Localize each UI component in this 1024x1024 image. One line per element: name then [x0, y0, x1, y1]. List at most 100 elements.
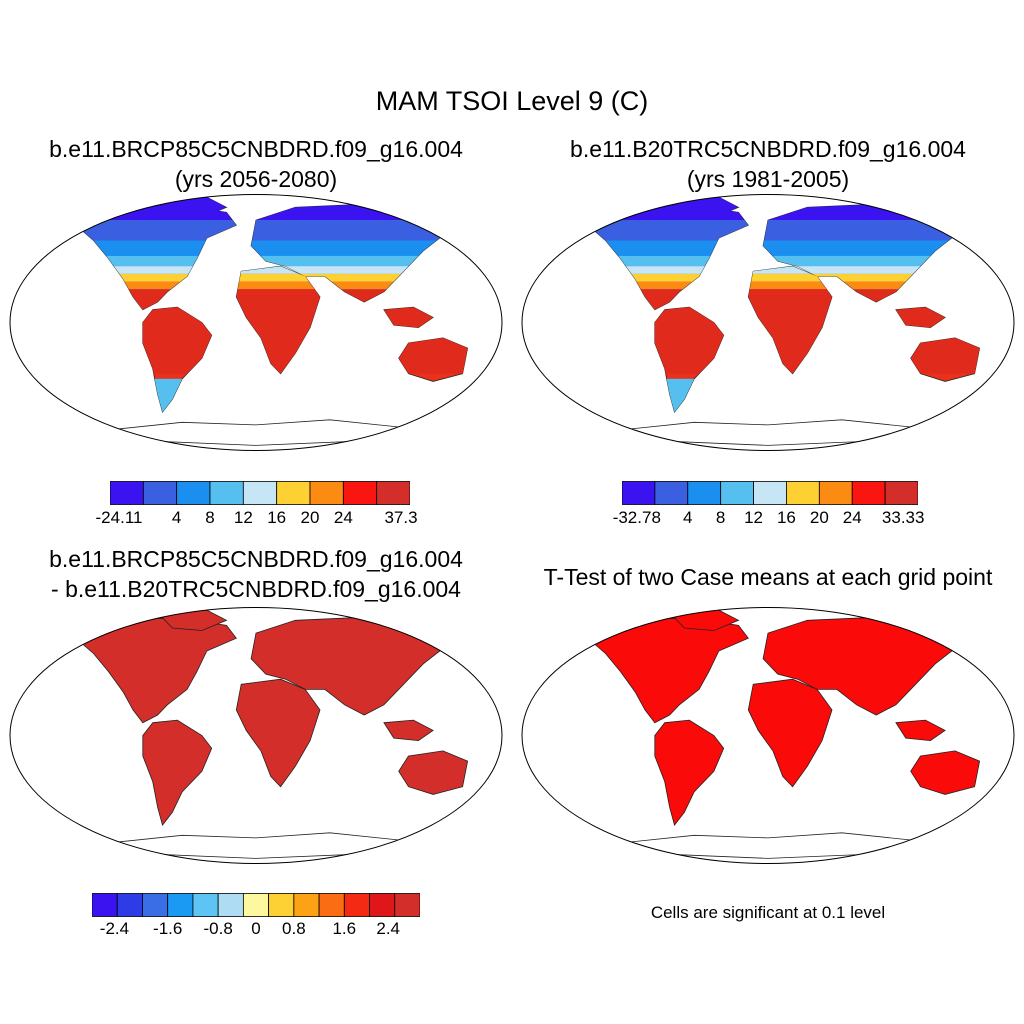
colorbar-swatch	[654, 481, 689, 505]
colorbar-tick-label: 0	[251, 919, 261, 938]
colorbar-swatch	[293, 893, 320, 917]
landmass-southAmerica	[654, 719, 725, 826]
temperature-band	[586, 266, 980, 274]
colorbar-swatch	[786, 481, 820, 505]
colorbar-swatch	[242, 893, 270, 917]
colorbar-swatch	[192, 893, 219, 917]
panel-top-right-title-line2: (yrs 1981-2005)	[686, 166, 850, 192]
landmass-northAmerica	[585, 617, 749, 724]
landmass-seAsiaIslands	[895, 719, 946, 742]
temperature-band	[586, 240, 980, 256]
temperature-band	[586, 281, 980, 290]
colorbar-swatch	[851, 481, 886, 505]
colorbar-swatch	[753, 481, 787, 505]
landmass-antarctica	[108, 832, 405, 859]
landmass-seAsiaIslands	[383, 719, 434, 742]
panel-top-left-title-line1: b.e11.BRCP85C5CNBDRD.f09_g16.004	[49, 136, 463, 162]
panel-top-left-title-line2: (yrs 2056-2080)	[174, 166, 338, 192]
colorbar-swatch	[142, 481, 178, 505]
colorbar-swatch	[142, 893, 169, 917]
colorbar-swatch	[376, 481, 410, 505]
colorbar-tick-label: -1.6	[153, 919, 183, 938]
colorbar-swatch	[167, 893, 194, 917]
colorbar-tick-label: 8	[715, 508, 726, 527]
landmass-africa	[235, 678, 321, 788]
colorbar-tick-label: 24	[842, 508, 862, 527]
colorbar-tick-label: 16	[776, 508, 796, 527]
temperature-band	[74, 255, 468, 267]
panel-bottom-left-title-line1: b.e11.BRCP85C5CNBDRD.f09_g16.004	[49, 546, 463, 572]
panel-top-right-title: b.e11.B20TRC5CNBDRD.f09_g16.004 (yrs 198…	[512, 134, 1024, 194]
colorbar-tick-label: 8	[205, 508, 215, 527]
colorbar-tick-label: 1.6	[332, 919, 357, 938]
panel-bottom-right-title: T-Test of two Case means at each grid po…	[543, 564, 993, 590]
temperature-band	[586, 197, 980, 221]
colorbar-swatch	[276, 481, 311, 505]
panel-bottom-left-title-line2: - b.e11.B20TRC5CNBDRD.f09_g16.004	[51, 576, 461, 602]
colorbar-swatch	[687, 481, 722, 505]
map-top-right	[521, 194, 1015, 451]
colorbar-swatch	[217, 893, 244, 917]
temperature-band	[74, 273, 468, 282]
colorbar-swatch	[242, 481, 278, 505]
panel-top-left-title: b.e11.BRCP85C5CNBDRD.f09_g16.004 (yrs 20…	[0, 134, 512, 194]
colorbar-tick-label: 16	[267, 508, 287, 527]
colorbar-top-left	[110, 481, 410, 505]
colorbar-swatch	[176, 481, 211, 505]
temperature-band	[586, 255, 980, 267]
colorbar-swatch	[343, 893, 370, 917]
colorbar-swatch	[720, 481, 754, 505]
map-frame	[9, 607, 503, 864]
colorbar-swatch	[318, 893, 345, 917]
temperature-band	[147, 378, 188, 413]
landmass-northAmerica	[73, 617, 237, 724]
landmass-africa	[747, 678, 833, 788]
landmass-southAmerica	[142, 719, 213, 826]
map-bottom-left	[9, 607, 503, 864]
colorbar-swatch	[268, 893, 295, 917]
temperature-band	[74, 266, 468, 274]
temperature-band	[74, 220, 468, 241]
landmass-australia	[398, 750, 469, 795]
landmass-antarctica	[108, 419, 405, 446]
colorbar-tick-label: 12	[744, 508, 764, 527]
colorbar-swatch	[342, 481, 378, 505]
significance-note: Cells are significant at 0.1 level	[650, 903, 886, 922]
colorbar-swatch	[309, 481, 344, 505]
panel-top-right-title-line1: b.e11.B20TRC5CNBDRD.f09_g16.004	[570, 136, 966, 162]
temperature-band	[586, 220, 980, 241]
colorbar-tick-label: -2.4	[99, 919, 130, 938]
colorbar-swatch	[110, 481, 144, 505]
colorbar-tick-label: 2.4	[376, 919, 401, 938]
landmass-antarctica	[620, 419, 917, 446]
temperature-band	[74, 240, 468, 256]
panel-bottom-left-title: b.e11.BRCP85C5CNBDRD.f09_g16.004 - b.e11…	[0, 544, 512, 604]
colorbar-swatch	[818, 481, 853, 505]
map-frame	[9, 194, 503, 451]
colorbar-tick-label: 20	[809, 508, 829, 527]
landmass-antarctica	[620, 832, 917, 859]
colorbar-tick-label: 33.33	[881, 508, 925, 527]
colorbar-tick-label: -0.8	[203, 919, 233, 938]
colorbar-swatch	[92, 893, 118, 917]
colorbar-tick-label: 37.3	[384, 508, 418, 527]
colorbar-swatch	[209, 481, 244, 505]
colorbar-swatch	[394, 893, 420, 917]
colorbar-top-left-labels: -24.11 4 8 12 16 20 24 37.3	[96, 508, 418, 530]
map-frame	[521, 607, 1015, 864]
temperature-band	[659, 378, 700, 413]
colorbar-tick-label: 20	[300, 508, 320, 527]
colorbar-tick-label: 0.8	[282, 919, 306, 938]
temperature-band	[74, 197, 468, 221]
colorbar-tick-label: -24.11	[95, 508, 143, 527]
colorbar-top-right	[622, 481, 918, 505]
colorbar-swatch	[622, 481, 656, 505]
landmass-australia	[910, 750, 981, 795]
main-title: MAM TSOI Level 9 (C)	[375, 86, 649, 116]
temperature-band	[586, 273, 980, 282]
colorbar-bottom-left-labels: -2.4 -1.6 -0.8 0 0.8 1.6 2.4	[92, 919, 420, 941]
colorbar-swatch	[116, 893, 143, 917]
colorbar-tick-label: 4	[171, 508, 182, 527]
map-frame	[521, 194, 1015, 451]
colorbar-top-right-labels: -32.78 4 8 12 16 20 24 33.33	[613, 508, 925, 530]
